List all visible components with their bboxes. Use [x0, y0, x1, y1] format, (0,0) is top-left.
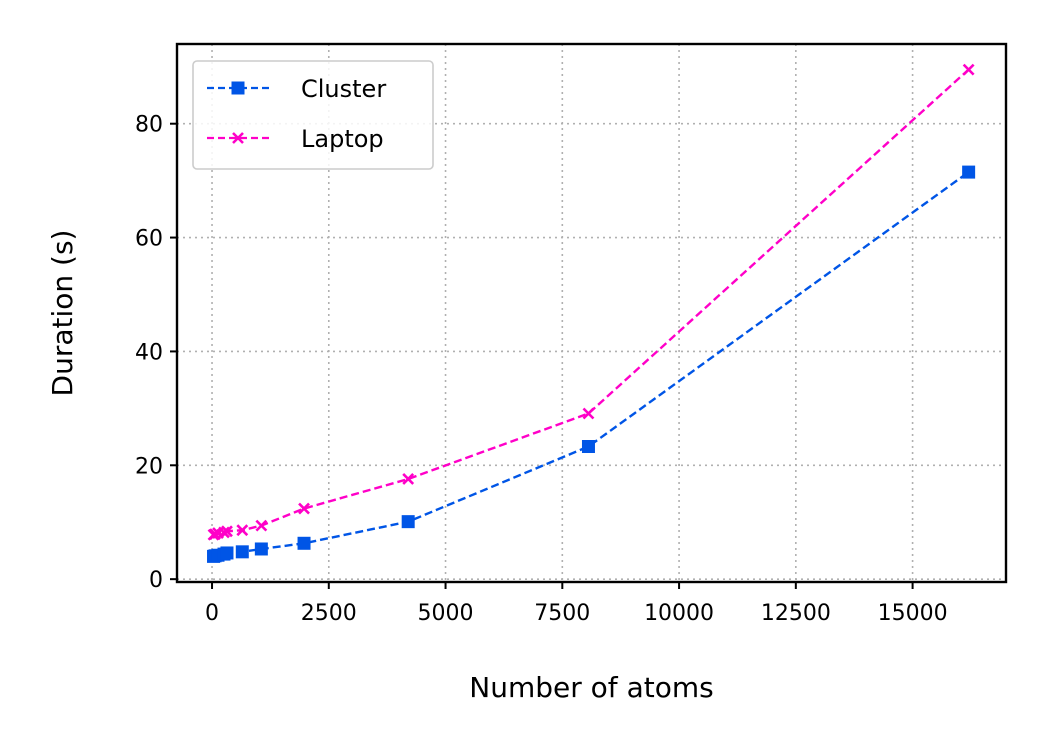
data-point-cluster: [220, 546, 234, 560]
legend-entry-cluster: Cluster: [207, 75, 386, 103]
data-point-cluster: [297, 536, 311, 550]
y-tick-label: 40: [135, 340, 163, 365]
legend-entry-laptop: Laptop: [207, 125, 384, 153]
data-point-cluster: [581, 440, 595, 454]
series-laptop: [207, 63, 975, 541]
data-point-laptop: [236, 524, 249, 537]
data-point-cluster: [235, 545, 249, 559]
data-point-laptop: [582, 407, 595, 420]
legend-label-cluster: Cluster: [301, 75, 386, 103]
y-tick-label: 0: [149, 568, 163, 593]
y-tick-label: 20: [135, 454, 163, 479]
y-axis-label: Duration (s): [46, 230, 79, 397]
data-point-cluster: [401, 515, 415, 529]
x-tick-label: 5000: [418, 601, 474, 626]
y-tick-label: 80: [135, 113, 163, 138]
x-tick-label: 12500: [761, 601, 831, 626]
series-layer: [207, 63, 976, 563]
data-point-laptop: [962, 63, 975, 76]
data-point-cluster: [254, 542, 268, 556]
plot-frame: [175, 42, 1008, 584]
legend-marker-laptop: [232, 132, 244, 144]
data-point-laptop: [402, 473, 415, 485]
data-point-laptop: [298, 502, 310, 515]
legend: Cluster Laptop: [192, 60, 434, 170]
data-point-laptop: [255, 519, 268, 532]
ticks: 0 2500 5000 7500 10000 12500 15000 0 20 40 60 80: [135, 113, 948, 626]
x-tick-label: 7500: [534, 601, 590, 626]
data-point-laptop: [209, 528, 221, 541]
data-point-laptop: [218, 526, 230, 539]
x-tick-label: 0: [205, 601, 219, 626]
legend-label-laptop: Laptop: [301, 125, 384, 153]
x-tick-label: 2500: [301, 601, 357, 626]
data-point-laptop: [221, 525, 233, 538]
x-tick-label: 10000: [644, 601, 714, 626]
x-axis-label: Number of atoms: [469, 671, 713, 704]
series-line-cluster: [213, 171, 970, 558]
series-cluster: [207, 165, 976, 563]
legend-marker-cluster: [231, 81, 245, 95]
y-tick-label: 60: [135, 227, 163, 252]
x-tick-label: 15000: [878, 601, 948, 626]
data-point-cluster: [962, 165, 976, 179]
